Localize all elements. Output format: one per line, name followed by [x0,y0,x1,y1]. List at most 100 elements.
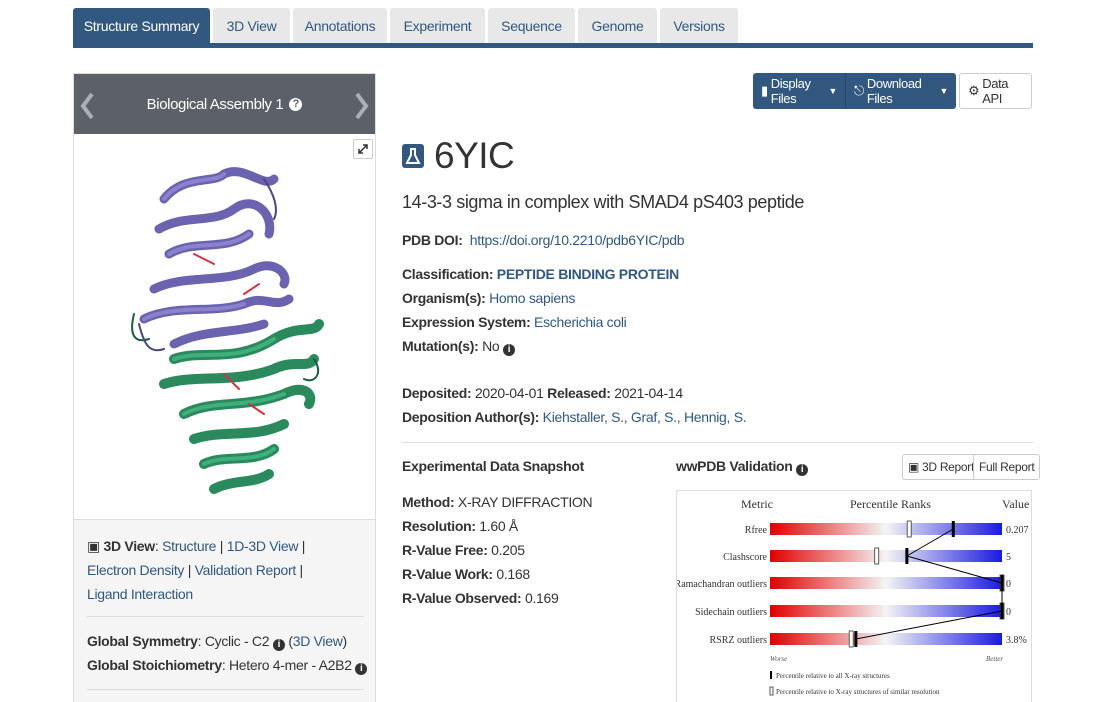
structure-image[interactable] [74,134,375,520]
rwork-value: 0.168 [496,566,530,582]
classification-label: Classification: [402,266,494,282]
file-buttons: ▮ Display Files ▼ ⎋ Download Files ▼ [753,73,956,109]
percentile-connector [906,528,954,557]
full-report-button[interactable]: Full Report [973,454,1041,480]
legend-all-marker [770,671,772,679]
header-value: Value [1002,497,1029,511]
entry-title: 14-3-3 sigma in complex with SMAD4 pS403… [402,192,805,212]
assembly-panel: Biological Assembly 1 ? ▣ 3D View: Struc… [73,73,376,702]
tab-annotations[interactable]: Annotations [293,8,387,43]
doi-line: PDB DOI: https://doi.org/10.2210/pdb6YIC… [402,232,685,248]
doi-link[interactable]: https://doi.org/10.2210/pdb6YIC/pdb [469,232,685,248]
tab-genome[interactable]: Genome [578,8,657,43]
tab-experiment[interactable]: Experiment [390,8,485,43]
mutation-value: No [482,338,500,354]
ligand-interaction-link[interactable]: Ligand Interaction [87,586,193,602]
dates-line: Deposited: 2020-04-01 Released: 2021-04-… [402,385,683,401]
gear-icon: ⚙ [968,83,980,98]
robs-line: R-Value Observed: 0.169 [402,590,559,606]
robs-value: 0.169 [524,590,559,606]
main-tabs: Structure Summary 3D View Annotations Ex… [73,8,1033,48]
percentile-similar-marker [906,520,912,538]
global-symmetry-label: Global Symmetry [87,633,198,649]
cube-icon: ▣ [87,538,100,554]
info-icon[interactable]: i [272,639,285,651]
expand-icon[interactable] [353,139,373,159]
worse-label: Worse [770,655,787,663]
chevron-left-icon[interactable] [80,92,94,120]
assembly-title: Biological Assembly 1 [146,95,284,113]
percentile-connector [855,610,1003,640]
chevron-right-icon[interactable] [355,92,369,120]
experimental-title: Experimental Data Snapshot [402,458,585,474]
percentile-bar [770,550,1002,562]
1d-3d-view-link[interactable]: 1D-3D View [226,538,299,554]
info-icon[interactable]: i [355,663,368,675]
expression-link[interactable]: Escherichia coli [534,314,627,330]
metric-label: Sidechain outliers [695,607,767,618]
organism-link[interactable]: Homo sapiens [489,290,576,306]
metric-label: RSRZ outliers [709,635,767,646]
mutation-line: Mutation(s): No i [402,338,515,356]
protein-structure-icon [131,167,324,494]
method-value: X-RAY DIFFRACTION [457,494,593,510]
divider [87,616,364,617]
stoichiometry-label: Global Stoichiometry [87,657,222,673]
metric-value: 3.8% [1006,635,1027,646]
assembly-carousel-header: Biological Assembly 1 ? [74,74,375,134]
tab-3d-view[interactable]: 3D View [213,8,290,43]
symmetry-3d-view-link[interactable]: 3D View [292,633,343,649]
header-percentile: Percentile Ranks [850,497,931,511]
legend-similar-marker [769,686,774,696]
entry-header: 6YIC [402,135,515,176]
tab-structure-summary[interactable]: Structure Summary [73,8,210,43]
validation-title: wwPDB Validation i [676,458,809,476]
divider [87,689,364,690]
metric-label: Ramachandran outliers [677,579,767,590]
deposited-value: 2020-04-01 [474,385,544,401]
legend-all-text: Percentile relative to all X-ray structu… [776,672,890,680]
info-icon[interactable]: i [796,464,809,476]
metric-label: Clashscore [723,552,767,563]
organism-label: Organism(s): [402,290,486,306]
cube-icon: ▣ [908,460,920,474]
download-files-button[interactable]: ⎋ Download Files ▼ [846,73,956,109]
display-files-button[interactable]: ▮ Display Files ▼ [753,73,846,109]
authors-line: Deposition Author(s): Kiehstaller, S., G… [402,409,747,425]
percentile-similar-marker [874,547,880,565]
metric-value: 0.207 [1006,525,1029,536]
percentile-all-marker [951,521,955,537]
percentile-connector [906,555,1003,584]
classification-line: Classification: PEPTIDE BINDING PROTEIN [402,266,679,282]
flask-icon [402,144,424,168]
header-metric: Metric [741,497,773,511]
file-icon: ▮ [761,83,768,98]
percentile-all-marker [854,631,858,647]
tab-sequence[interactable]: Sequence [488,8,575,43]
metric-value: 5 [1006,552,1011,563]
caret-down-icon: ▼ [828,86,837,96]
api-button-group: ⚙ Data API [959,73,1032,109]
resolution-line: Resolution: 1.60 Å [402,518,518,534]
download-icon: ⎋ [854,83,864,98]
symmetry-info: Global Symmetry: Cyclic - C2 i (3D View)… [87,629,372,677]
electron-density-link[interactable]: Electron Density [87,562,185,578]
info-icon[interactable]: i [502,344,515,356]
caret-down-icon: ▼ [939,86,948,96]
structure-link[interactable]: Structure [162,538,217,554]
validation-report-link[interactable]: Validation Report [194,562,297,578]
data-api-button[interactable]: ⚙ Data API [959,73,1032,109]
percentile-similar-marker [848,630,854,648]
3d-report-button[interactable]: ▣ 3D Report [902,454,981,480]
percentile-bar [770,577,1002,589]
mutation-label: Mutation(s): [402,338,479,354]
tab-versions[interactable]: Versions [660,8,738,43]
authors-link[interactable]: Kiehstaller, S., Graf, S., Hennig, S. [542,409,747,425]
validation-chart: Metric Percentile Ranks Value Rfree 0.207… [675,497,1030,696]
better-label: Better [986,655,1003,663]
released-value: 2021-04-14 [614,385,683,401]
validation-slider-graphic[interactable]: Metric Percentile Ranks Value Rfree 0.207… [675,490,1032,702]
help-icon[interactable]: ? [289,97,303,111]
classification-link[interactable]: PEPTIDE BINDING PROTEIN [496,266,679,282]
percentile-bar [770,605,1002,617]
